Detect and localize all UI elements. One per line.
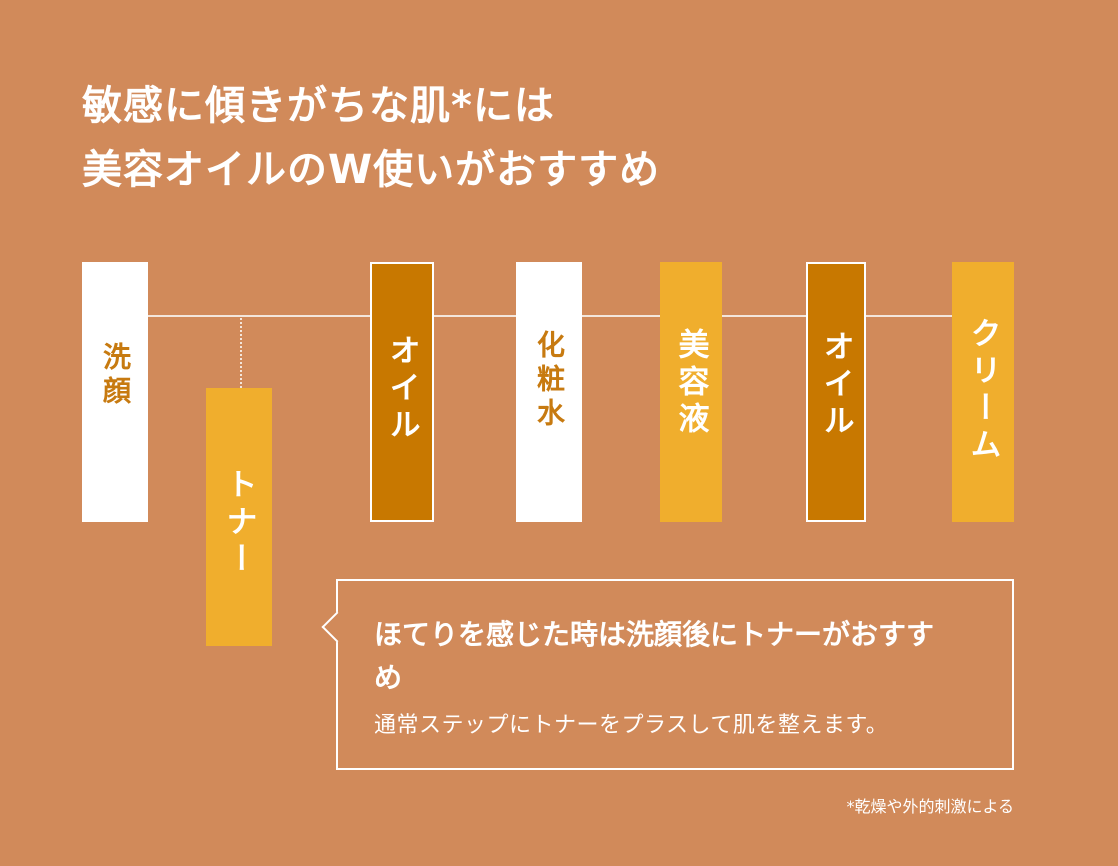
toner-branch-connector [240, 318, 242, 388]
step-oil-2-label: オイル [817, 330, 854, 441]
callout-heading: ほてりを感じた時は洗顔後にトナーがおすすめ [374, 618, 935, 694]
title-line-1: 敏感に傾きがちな肌*には [82, 83, 555, 129]
callout-body: 通常ステップにトナーをプラスして肌を整えます。 [374, 713, 889, 738]
step-serum: 美容液 [660, 262, 722, 522]
step-oil-1-label: オイル [383, 334, 420, 445]
step-lotion: 化粧水 [516, 262, 582, 522]
toner-callout: ほてりを感じた時は洗顔後にトナーがおすすめ 通常ステップにトナーをプラスして肌を… [321, 579, 1014, 770]
footnote: *乾燥や外的刺激による [846, 797, 1014, 816]
step-lotion-label: 化粧水 [533, 330, 566, 432]
step-serum-label: 美容液 [672, 328, 709, 439]
step-toner-label: トナー [220, 468, 257, 579]
step-cream: クリーム [952, 262, 1014, 522]
step-wash-label: 洗顔 [99, 342, 132, 410]
step-toner: トナー [206, 388, 272, 646]
step-wash: 洗顔 [82, 262, 148, 522]
step-oil-2: オイル [806, 262, 866, 522]
callout-pointer [321, 611, 353, 643]
step-cream-label: クリーム [964, 317, 1001, 465]
page-title: 敏感に傾きがちな肌*には 美容オイルのW使いがおすすめ [82, 74, 660, 202]
step-oil-1: オイル [370, 262, 434, 522]
title-line-2: 美容オイルのW使いがおすすめ [82, 147, 661, 193]
